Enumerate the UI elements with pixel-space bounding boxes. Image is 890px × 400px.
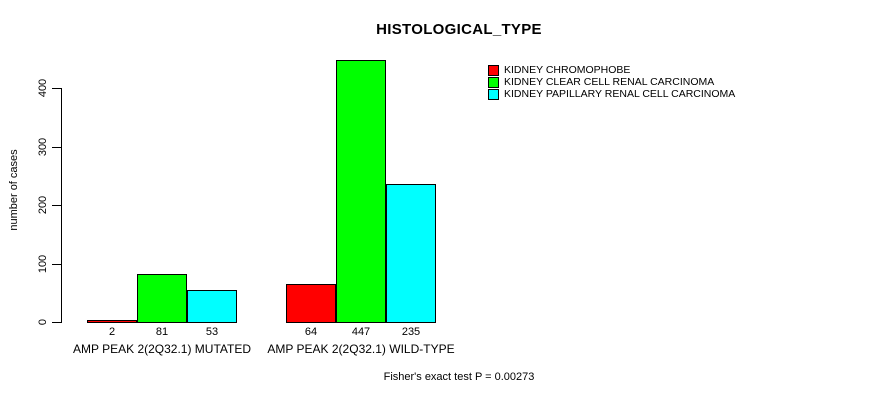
x-axis-category-label: AMP PEAK 2(2Q32.1) MUTATED <box>72 342 252 356</box>
y-tick-label: 300 <box>37 137 49 157</box>
legend-row: KIDNEY CLEAR CELL RENAL CARCINOMA <box>488 76 735 88</box>
bar-series-0-group-0 <box>87 319 137 323</box>
y-tick-label: 100 <box>37 254 49 274</box>
legend-label: KIDNEY PAPILLARY RENAL CELL CARCINOMA <box>504 88 736 100</box>
bar-series-1-group-1 <box>336 59 386 323</box>
bar-value-label: 2 <box>108 326 116 338</box>
legend-color-swatch <box>488 76 499 88</box>
legend-label: KIDNEY CHROMOPHOBE <box>504 64 631 76</box>
bar-series-0-group-1 <box>286 283 336 323</box>
y-tick-mark <box>52 147 61 148</box>
y-axis-label: number of cases <box>8 149 20 231</box>
y-axis-line <box>61 88 62 323</box>
y-tick-label: 400 <box>37 78 49 98</box>
legend-row: KIDNEY CHROMOPHOBE <box>488 64 735 76</box>
legend-label: KIDNEY CLEAR CELL RENAL CARCINOMA <box>504 76 715 88</box>
legend: KIDNEY CHROMOPHOBE KIDNEY CLEAR CELL RENA… <box>488 64 735 100</box>
footer-stat-text: Fisher's exact test P = 0.00273 <box>383 371 535 383</box>
bar-series-2-group-0 <box>187 289 237 323</box>
bar-series-2-group-1 <box>386 183 436 323</box>
legend-color-swatch <box>488 64 499 76</box>
y-tick-label: 200 <box>37 195 49 215</box>
bar-value-label: 53 <box>205 326 219 338</box>
y-tick-mark <box>52 322 61 323</box>
y-tick-mark <box>52 264 61 265</box>
y-tick-mark <box>52 205 61 206</box>
chart-title: HISTOLOGICAL_TYPE <box>376 21 542 38</box>
x-axis-category-label: AMP PEAK 2(2Q32.1) WILD-TYPE <box>267 342 455 356</box>
bar-series-1-group-0 <box>137 273 187 323</box>
bar-value-label: 64 <box>304 326 318 338</box>
y-tick-mark <box>52 88 61 89</box>
bar-value-label: 235 <box>401 326 421 338</box>
legend-color-swatch <box>488 88 499 100</box>
bar-value-label: 447 <box>351 326 371 338</box>
legend-row: KIDNEY PAPILLARY RENAL CELL CARCINOMA <box>488 88 735 100</box>
y-tick-label: 0 <box>37 318 49 326</box>
bar-value-label: 81 <box>155 326 169 338</box>
